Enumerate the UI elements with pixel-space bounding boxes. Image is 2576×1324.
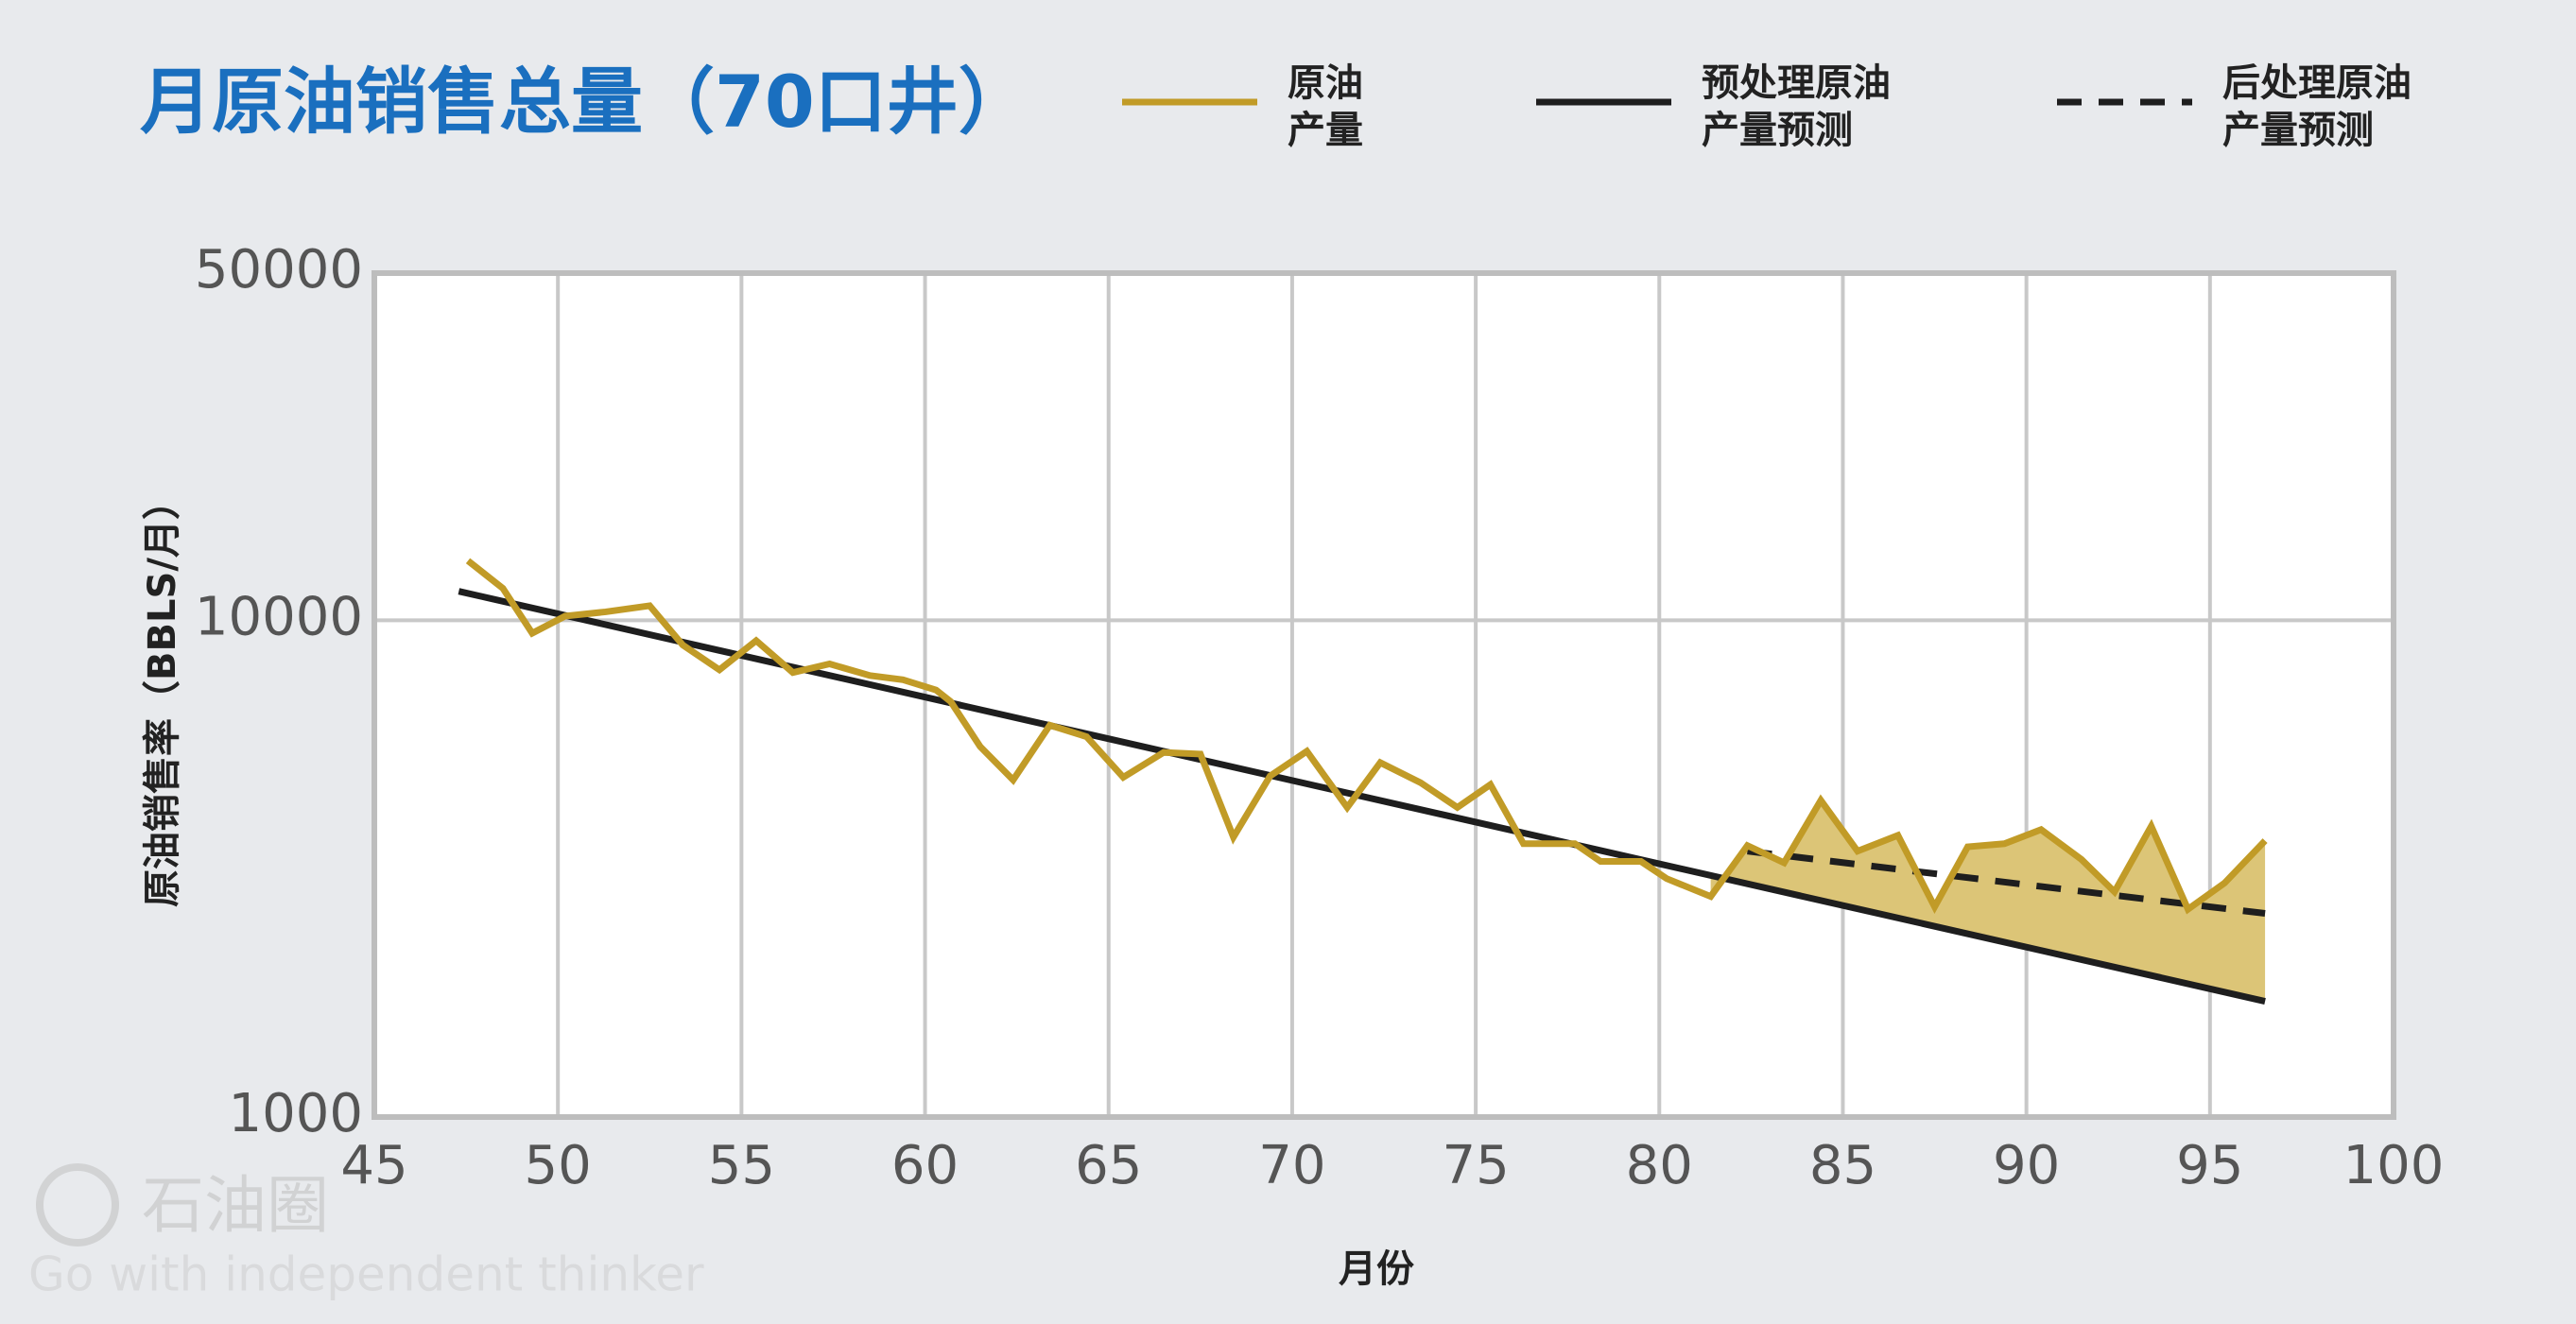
x-tick-label: 100 [2343,1135,2445,1196]
x-tick-label: 60 [891,1135,959,1196]
chart-title: 月原油销售总量（70口井） [140,60,1030,144]
legend-label: 原油 产量 [1288,61,1363,152]
x-tick-label: 90 [1993,1135,2060,1196]
x-tick-label: 65 [1075,1135,1142,1196]
series-line [465,558,2268,915]
y-tick-label: 50000 [195,239,363,301]
series-line [458,588,2266,1005]
x-tick-label: 45 [340,1135,407,1196]
x-tick-label: 95 [2176,1135,2243,1196]
plot-border [372,270,2396,1120]
x-tick-label: 85 [1809,1135,1876,1196]
x-tick-label: 80 [1626,1135,1693,1196]
watermark: 石油圈 Go with independent thinker [28,1163,704,1302]
x-axis-label: 月份 [1339,1247,1414,1291]
series-line [1747,848,2266,918]
x-tick-label: 70 [1258,1135,1325,1196]
gain-area [1710,800,2266,1002]
x-tick-label: 50 [525,1135,592,1196]
y-axis-label: 原油销售率（BBLS/月） [141,482,184,907]
legend-label: 预处理原油 产量预测 [1702,61,1891,152]
y-tick-label: 10000 [195,587,363,648]
watermark-brand: 石油圈 [142,1169,329,1242]
legend-label: 后处理原油 产量预测 [2222,61,2412,152]
x-tick-label: 55 [708,1135,775,1196]
plot-area [374,273,2394,1117]
y-tick-label: 1000 [228,1083,363,1144]
watermark-logo [36,1163,119,1247]
watermark-slogan: Go with independent thinker [28,1247,704,1302]
x-tick-label: 75 [1442,1135,1509,1196]
